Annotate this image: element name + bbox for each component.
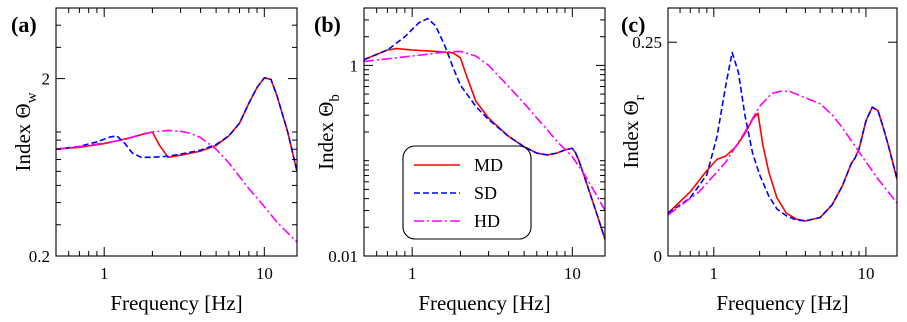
x-tick-label: 1 [710, 264, 719, 283]
x-tick-label: 10 [857, 264, 874, 283]
x-tick-label: 1 [408, 264, 417, 283]
y-axis-title-subscript: r [632, 95, 648, 100]
y-tick-label: 0.01 [328, 247, 358, 266]
series-line-md [668, 106, 897, 222]
y-axis-title-main: Index [619, 116, 643, 169]
y-tick-label: 0.25 [632, 33, 662, 52]
legend: MD SD HD [402, 145, 532, 240]
plot-area [364, 17, 605, 240]
y-axis-title-subscript: b [327, 94, 343, 102]
series-line-hd [56, 129, 297, 243]
x-tick-label: 1 [100, 264, 109, 283]
axes-frame [55, 7, 298, 257]
panel-label: (c) [621, 12, 645, 37]
series-line-md [56, 77, 297, 172]
y-axis-title-subscript: w [24, 92, 40, 103]
plot-area [668, 51, 897, 222]
y-tick-label: 0.2 [29, 247, 50, 266]
x-axis-title: Frequency [Hz] [418, 291, 550, 315]
y-axis-title-main: Index [11, 118, 35, 171]
legend-label-md: MD [474, 155, 503, 175]
y-axis-title: Index Θb [314, 94, 343, 170]
y-tick-label: 1 [350, 56, 359, 75]
theta-symbol: Θ [314, 102, 338, 117]
theta-symbol: Θ [11, 103, 35, 118]
chart-panel-c: 1 10 0 0.25 Frequency [Hz] Index Θr (c) [619, 7, 898, 315]
y-tick-label: 2 [42, 70, 51, 89]
series-line-sd [668, 51, 897, 222]
panel-label: (a) [11, 12, 37, 37]
series-line-sd [364, 17, 605, 240]
theta-symbol: Θ [619, 100, 643, 115]
plot-area [56, 77, 297, 243]
series-line-hd [668, 90, 897, 216]
y-tick-label: 0 [654, 247, 663, 266]
y-axis-title: Index Θw [11, 92, 40, 171]
x-tick-label: 10 [256, 264, 273, 283]
x-tick-label: 10 [564, 264, 581, 283]
legend-label-sd: SD [474, 183, 497, 203]
panel-label: (b) [314, 12, 341, 37]
series-line-hd [364, 50, 605, 211]
legend-label-hd: HD [474, 211, 500, 231]
y-axis-title-main: Index [314, 117, 338, 170]
x-axis-title: Frequency [Hz] [716, 291, 848, 315]
chart-panel-a: 1 10 0.2 2 Frequency [Hz] Index Θw (a) [11, 7, 298, 315]
x-axis-title: Frequency [Hz] [110, 291, 242, 315]
series-line-sd [56, 77, 297, 172]
legend-box [402, 145, 532, 240]
y-axis-title: Index Θr [619, 95, 648, 168]
axes-frame [667, 7, 898, 257]
